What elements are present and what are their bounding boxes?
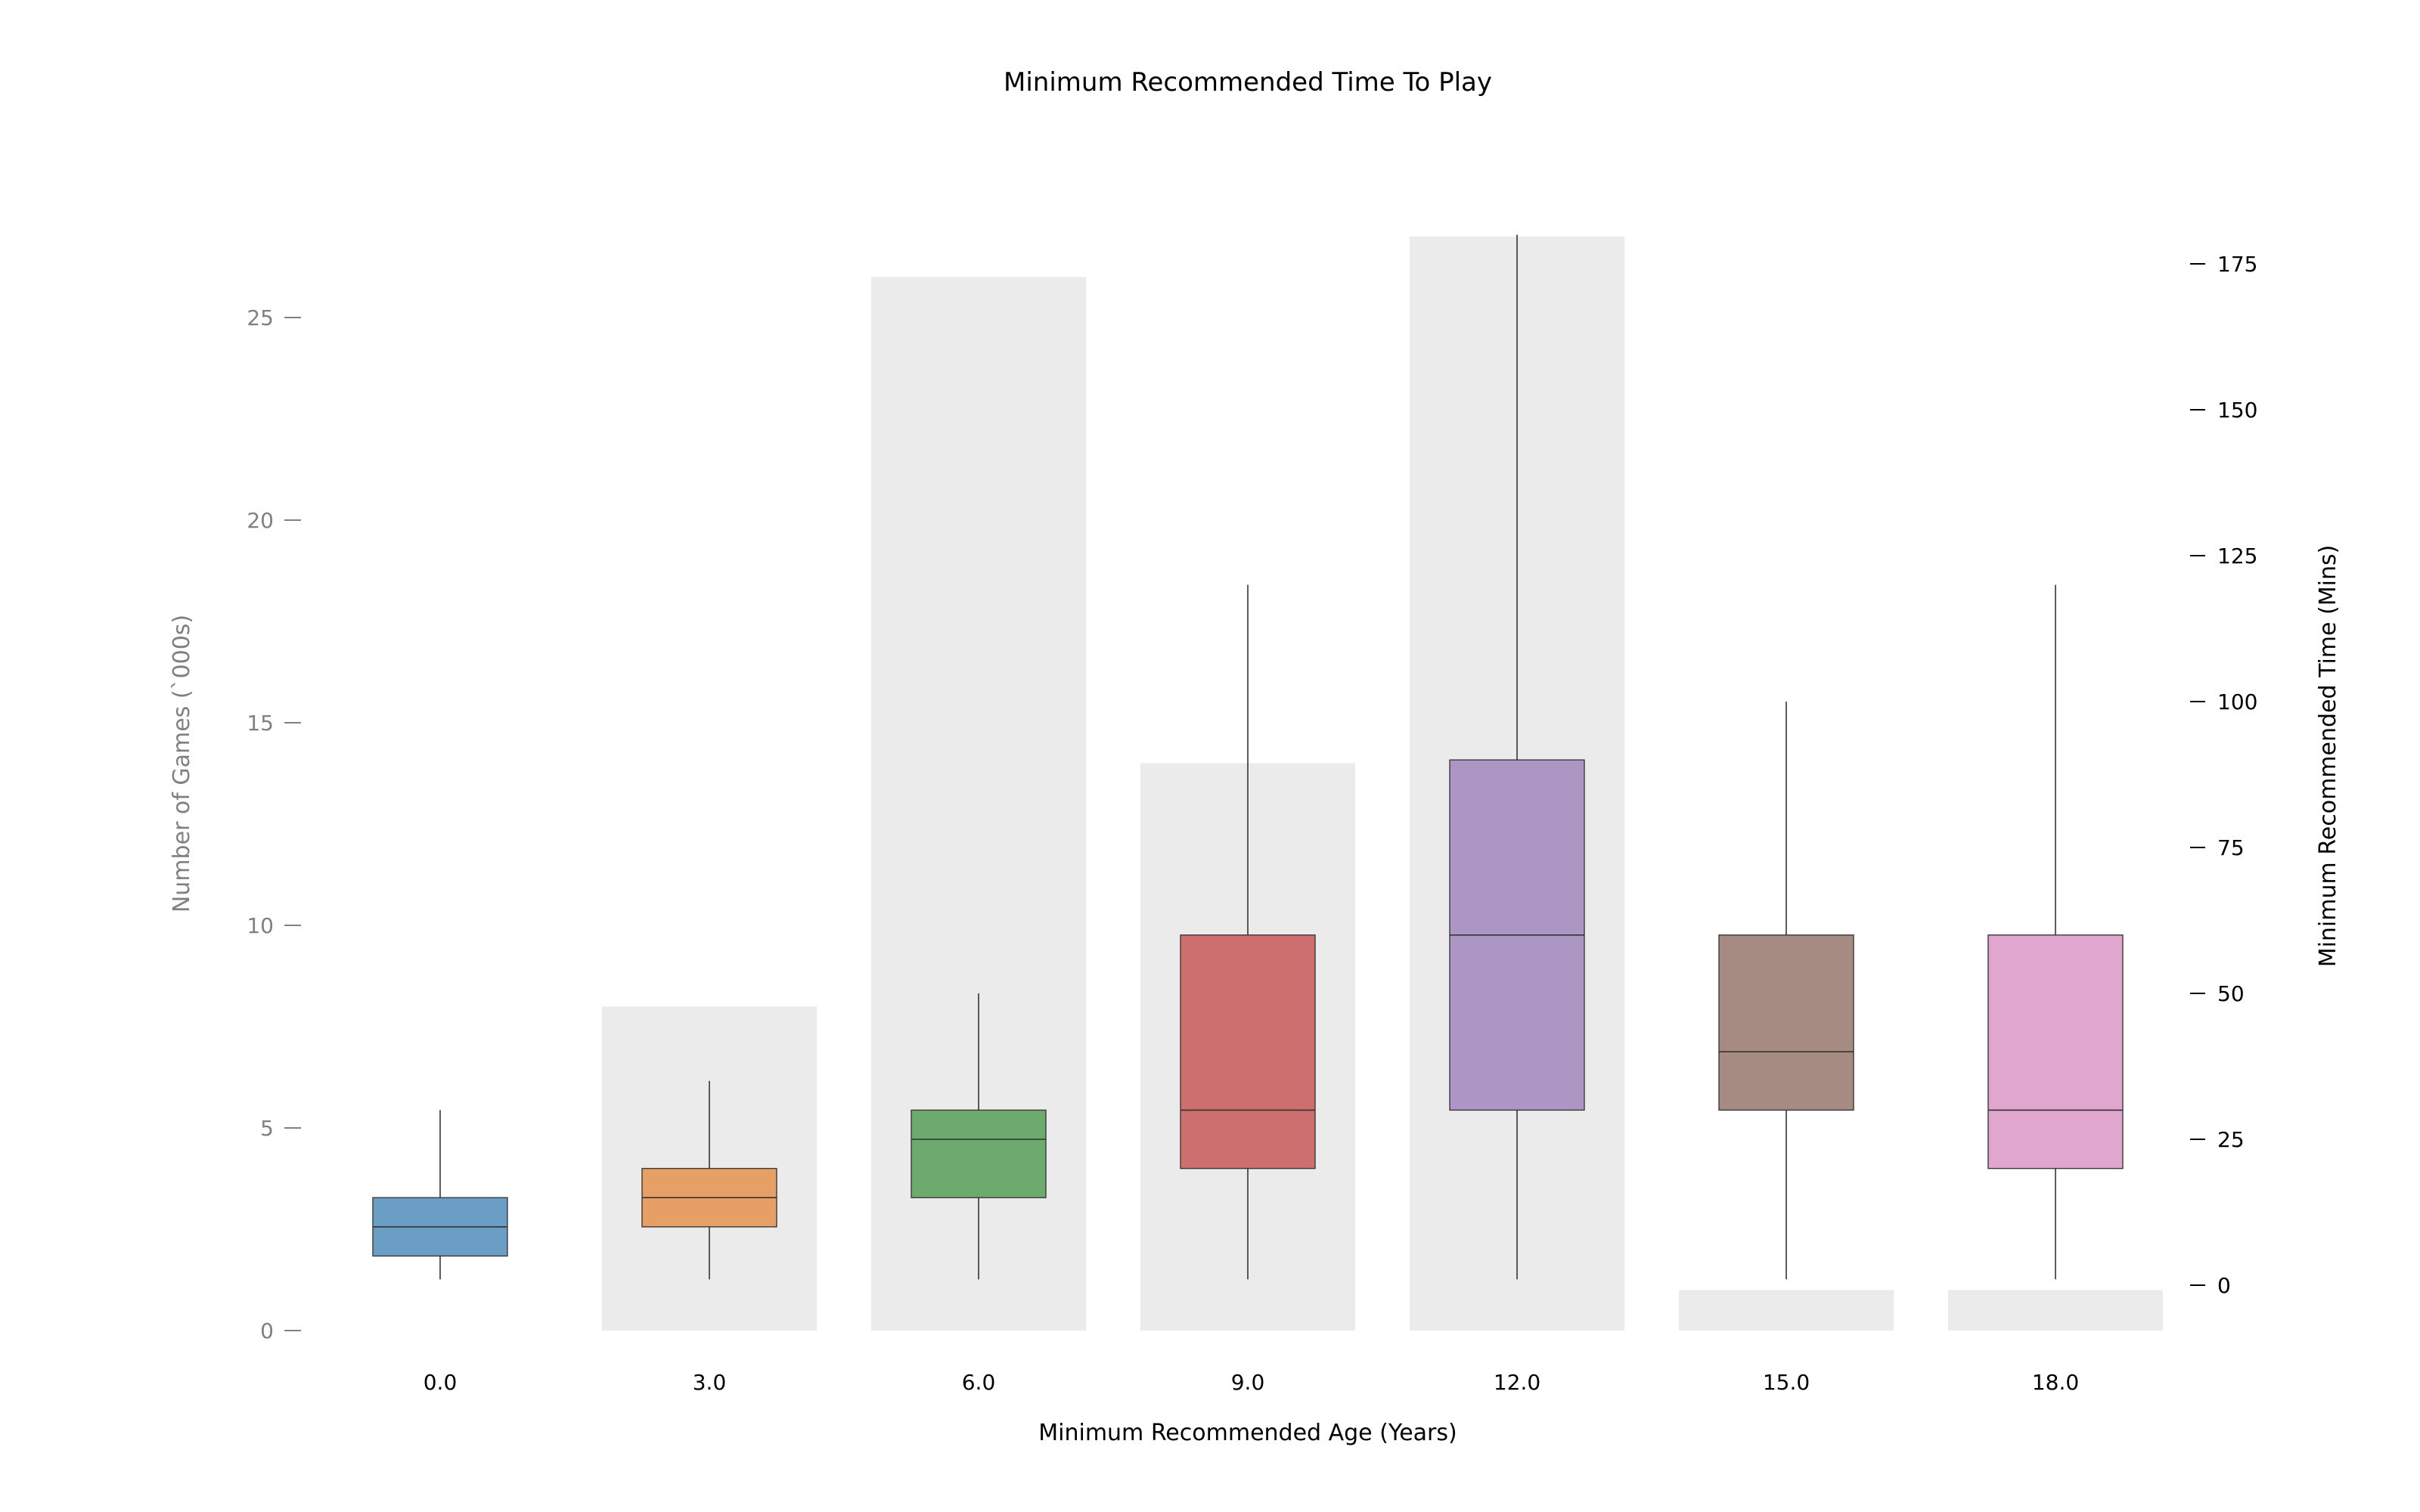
x-tick-label-15-0: 15.0 bbox=[1763, 1370, 1810, 1395]
right-tick-label-125: 125 bbox=[2217, 544, 2257, 569]
right-tick-label-25: 25 bbox=[2217, 1127, 2245, 1152]
iqr-box-6-0 bbox=[911, 1109, 1047, 1198]
right-tick-label-175: 175 bbox=[2217, 252, 2257, 277]
left-tick-label-25: 25 bbox=[247, 305, 274, 330]
left-tick-label-10: 10 bbox=[247, 913, 274, 938]
left-tick-label-20: 20 bbox=[247, 508, 274, 533]
boxplot-12-0 bbox=[1449, 234, 1585, 1280]
right-tick-label-100: 100 bbox=[2217, 689, 2257, 714]
x-tick-label-3-0: 3.0 bbox=[693, 1370, 727, 1395]
boxplot-6-0 bbox=[911, 993, 1047, 1280]
x-axis: 0.0 3.0 6.0 9.0 12.0 15.0 18.0 bbox=[424, 1370, 2079, 1395]
left-y-axis: 0 5 10 15 20 25 bbox=[247, 305, 301, 1343]
right-y-axis-label: Minimum Recommended Time (Mins) bbox=[2315, 545, 2341, 968]
boxplot-3-0 bbox=[641, 1080, 777, 1280]
boxes-layer bbox=[372, 234, 2124, 1280]
bars-layer bbox=[602, 236, 2163, 1331]
iqr-box-15-0 bbox=[1718, 934, 1854, 1111]
boxplot-18-0 bbox=[1987, 584, 2124, 1280]
left-tick-label-0: 0 bbox=[260, 1318, 274, 1343]
right-tick-label-75: 75 bbox=[2217, 835, 2245, 860]
count-bar-18-0 bbox=[1948, 1290, 2163, 1331]
x-tick-label-12-0: 12.0 bbox=[1494, 1370, 1540, 1395]
left-tick-label-15: 15 bbox=[247, 711, 274, 736]
x-tick-label-9-0: 9.0 bbox=[1231, 1370, 1265, 1395]
iqr-box-9-0 bbox=[1180, 934, 1316, 1170]
right-tick-label-50: 50 bbox=[2217, 981, 2245, 1006]
left-tick-label-5: 5 bbox=[260, 1116, 274, 1141]
boxplot-9-0 bbox=[1180, 584, 1316, 1280]
right-tick-label-0: 0 bbox=[2217, 1273, 2231, 1298]
boxplot-0-0 bbox=[372, 1110, 508, 1280]
count-bar-15-0 bbox=[1679, 1290, 1894, 1331]
boxplot-15-0 bbox=[1718, 702, 1854, 1280]
x-axis-label: Minimum Recommended Age (Years) bbox=[1038, 1420, 1457, 1446]
x-tick-label-18-0: 18.0 bbox=[2032, 1370, 2079, 1395]
right-tick-label-150: 150 bbox=[2217, 398, 2257, 423]
iqr-box-18-0 bbox=[1987, 934, 2124, 1170]
chart-title: Minimum Recommended Time To Play bbox=[1004, 67, 1492, 98]
x-tick-label-0-0: 0.0 bbox=[424, 1370, 458, 1395]
left-y-axis-label: Number of Games (`000s) bbox=[169, 615, 195, 912]
x-tick-label-6-0: 6.0 bbox=[962, 1370, 996, 1395]
right-y-axis: 0 25 50 75 100 125 150 175 bbox=[2190, 252, 2257, 1298]
